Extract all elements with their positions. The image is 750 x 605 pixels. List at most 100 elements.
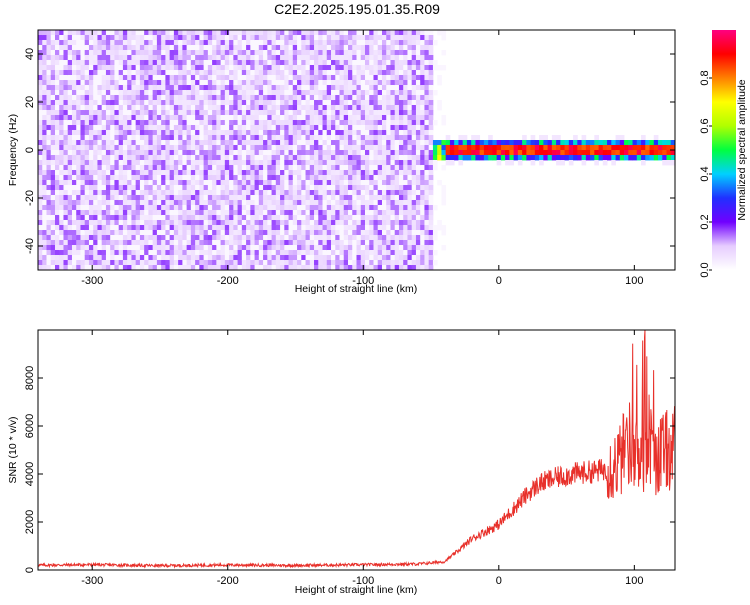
heatmap-cell [67,180,73,186]
heatmap-cell [88,220,94,226]
heatmap-cell [186,90,192,96]
heatmap-cell [398,255,404,261]
heatmap-cell [428,260,434,266]
heatmap-cell [190,180,196,186]
x-tick-label: -200 [217,575,239,587]
heatmap-cell [373,60,379,66]
heatmap-cell [76,185,81,191]
heatmap-cell [220,245,226,251]
heatmap-cell [458,145,464,151]
heatmap-cell [301,230,306,236]
heatmap-cell [190,205,196,211]
heatmap-cell [131,165,137,171]
heatmap-cell [390,195,396,201]
heatmap-cell [335,245,340,251]
heatmap-cell [517,145,523,151]
heatmap-cell [424,50,430,56]
heatmap-cell [386,55,391,61]
heatmap-cell [139,265,145,271]
heatmap-cell [258,90,264,96]
heatmap-cell [110,45,115,51]
heatmap-cell [352,195,357,201]
heatmap-cell [670,140,676,146]
heatmap-cell [76,35,81,41]
heatmap-cell [556,150,561,156]
heatmap-cell [653,150,659,156]
heatmap-cell [318,260,323,266]
heatmap-cell [186,100,192,106]
heatmap-cell [364,140,370,146]
heatmap-cell [178,105,183,111]
heatmap-cell [331,235,336,241]
heatmap-cell [301,175,306,181]
heatmap-cell [280,165,285,171]
heatmap-cell [131,145,137,151]
heatmap-cell [428,95,434,101]
heatmap-cell [212,150,217,156]
heatmap-cell [182,265,188,271]
heatmap-cell [581,145,587,151]
heatmap-cell [297,105,302,111]
heatmap-cell [54,240,60,246]
heatmap-cell [84,210,90,216]
heatmap-cell [84,190,90,196]
heatmap-cell [97,165,103,171]
heatmap-cell [105,175,111,181]
heatmap-cell [127,35,132,41]
heatmap-cell [105,160,111,166]
heatmap-cell [220,110,226,116]
heatmap-cell [110,120,115,126]
heatmap-cell [394,35,400,41]
heatmap-cell [161,250,166,256]
heatmap-cell [267,45,272,51]
colorbar-tick-label: 0.8 [699,70,711,85]
heatmap-cell [271,265,277,271]
heatmap-cell [67,255,73,261]
heatmap-cell [424,120,430,126]
heatmap-cell [144,215,149,221]
heatmap-cell [318,185,323,191]
heatmap-cell [381,225,387,231]
heatmap-cell [483,145,489,151]
heatmap-cell [284,35,289,41]
heatmap-cell [369,240,374,246]
heatmap-cell [373,225,379,231]
heatmap-cell [254,50,260,56]
heatmap-cell [169,260,175,266]
heatmap-cell [424,100,430,106]
heatmap-cell [105,190,111,196]
heatmap-cell [314,225,319,231]
heatmap-cell [335,65,340,71]
heatmap-cell [216,235,222,241]
heatmap-cell [534,150,540,156]
heatmap-cell [63,245,69,251]
heatmap-cell [229,255,234,261]
heatmap-cell [169,220,175,226]
heatmap-cell [76,80,81,86]
heatmap-cell [67,45,73,51]
heatmap-cell [38,70,43,76]
heatmap-cell [135,225,141,231]
heatmap-cell [139,115,145,121]
heatmap-cell [233,90,238,96]
heatmap-cell [267,80,272,86]
heatmap-cell [105,210,111,216]
heatmap-cell [369,215,374,221]
heatmap-cell [139,120,145,126]
heatmap-cell [309,30,315,36]
heatmap-cell [254,240,260,246]
heatmap-cell [335,175,340,181]
heatmap-cell [411,90,417,96]
heatmap-cell [488,140,493,146]
heatmap-cell [224,235,230,241]
heatmap-cell [428,75,434,81]
heatmap-cell [314,210,319,216]
heatmap-cell [373,190,379,196]
heatmap-cell [420,65,425,71]
heatmap-cell [301,50,306,56]
heatmap-cell [229,65,234,71]
heatmap-cell [454,145,459,151]
heatmap-cell [220,255,226,261]
heatmap-cell [432,155,438,161]
heatmap-cell [101,225,107,231]
